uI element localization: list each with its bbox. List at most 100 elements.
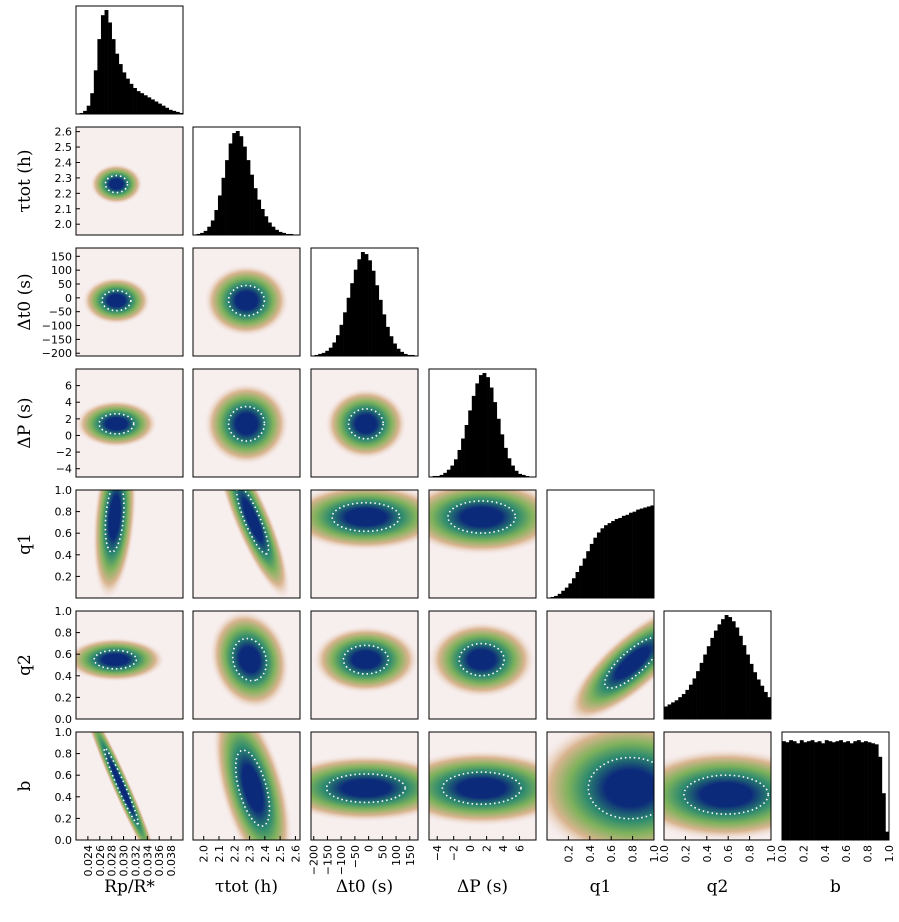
histogram-bar: [568, 583, 573, 598]
density-panel: [76, 490, 183, 598]
histogram-bar: [664, 706, 668, 719]
y-tick-label: 0: [65, 429, 72, 442]
density-panel: [193, 248, 300, 356]
histogram-bar: [878, 756, 883, 840]
histogram-bar: [763, 691, 768, 719]
x-tick-label: 0.030: [118, 845, 131, 877]
x-axis-title: q2: [707, 877, 729, 897]
y-tick-label: 1.0: [55, 484, 73, 497]
density-panel: [429, 732, 536, 840]
histogram-bar: [607, 523, 612, 598]
x-tick-label: 150: [404, 845, 417, 866]
density-blob: [203, 382, 290, 466]
density-panel: [311, 611, 418, 719]
x-tick-label: 0.4: [819, 845, 832, 863]
histogram-bar: [571, 578, 576, 598]
y-tick-label: 2.5: [55, 141, 73, 154]
panel-frame: [546, 731, 655, 841]
histogram-bar: [389, 336, 394, 356]
histogram-bar: [521, 474, 526, 477]
y-tick-label: 0: [65, 292, 72, 305]
histogram-bar: [436, 475, 440, 477]
density-blob: [80, 732, 162, 840]
histogram-bar: [432, 475, 437, 477]
x-tick-label: 0: [464, 845, 477, 852]
histogram-bar: [742, 645, 747, 719]
panel-frame: [310, 610, 419, 720]
contour-dotted: [347, 408, 384, 440]
histogram-bar: [140, 93, 145, 114]
histogram-bar: [314, 354, 319, 356]
histogram-bar: [150, 99, 155, 114]
histogram-bar: [756, 679, 761, 719]
histogram-bar: [589, 543, 594, 598]
density-blob: [429, 490, 536, 556]
density-panel: [311, 369, 418, 477]
histogram-bar: [835, 741, 840, 840]
x-tick-label: 2.2: [228, 845, 241, 863]
histogram-bar: [493, 402, 498, 477]
histogram-bar: [503, 447, 508, 477]
histogram-bar: [165, 107, 170, 114]
histogram-bar: [667, 704, 672, 719]
contour-dotted: [104, 174, 129, 194]
histogram-bar: [864, 741, 868, 840]
histogram-bar: [482, 373, 487, 477]
density-panel: [311, 490, 418, 598]
histogram-bar: [368, 260, 372, 356]
y-tick-label: 0.4: [55, 549, 73, 562]
x-tick-label: 0.034: [141, 845, 154, 877]
histogram-bar: [856, 740, 861, 840]
density-panel: [76, 369, 183, 477]
x-tick-label: 0.4: [701, 845, 714, 863]
y-tick-label: 0.2: [55, 812, 73, 825]
histogram-bar: [471, 395, 476, 477]
x-tick-label: 0.026: [94, 845, 107, 877]
histogram-bar: [154, 101, 159, 114]
panel-frame: [310, 731, 419, 841]
histogram-bar: [767, 697, 772, 719]
y-axis-title: q1: [15, 533, 35, 555]
contour-dotted: [231, 637, 268, 682]
x-axis-title: b: [830, 877, 841, 897]
density-panel: [664, 732, 771, 840]
histogram-bar: [782, 741, 786, 840]
histogram-bar: [621, 515, 626, 598]
contour-dotted: [227, 405, 266, 442]
x-tick-label: 0.6: [840, 845, 853, 863]
panel-frame: [428, 731, 537, 841]
histogram-bar: [172, 110, 177, 114]
y-axis-title: Δt0 (s): [15, 273, 35, 330]
x-tick-label: 4: [497, 845, 510, 852]
panel-frame: [428, 489, 537, 599]
histogram-bar: [143, 95, 148, 114]
panel-frame: [663, 610, 772, 720]
x-tick-label: 0.038: [165, 845, 178, 877]
histogram-bar: [486, 377, 490, 477]
x-tick-label: 0.2: [679, 845, 692, 863]
panel-frame: [428, 610, 537, 720]
density-blob: [312, 625, 418, 694]
histogram-bar: [158, 103, 162, 114]
histogram-bar: [724, 615, 729, 719]
x-tick-label: 2.4: [259, 845, 272, 863]
histogram-bar: [746, 654, 750, 719]
histogram-bar: [235, 131, 240, 235]
contour-dotted: [587, 756, 654, 820]
density-blob: [203, 264, 290, 337]
y-tick-label: 0.4: [55, 670, 73, 683]
y-tick-label: 2.4: [55, 156, 73, 169]
density-panel: [193, 490, 300, 598]
histogram-bar: [814, 742, 818, 840]
histogram-bar: [518, 473, 523, 477]
x-axis-title: Δt0 (s): [336, 877, 393, 897]
x-tick-label: 0.2: [797, 845, 810, 863]
histogram-bar: [403, 353, 408, 356]
y-tick-label: 0.6: [55, 769, 73, 782]
histogram-bar: [161, 105, 166, 114]
contour-dotted: [331, 501, 401, 533]
histogram-bar: [681, 694, 686, 719]
histogram-bar: [360, 252, 365, 356]
histogram-bar: [450, 465, 455, 477]
panel-frame: [192, 368, 301, 478]
